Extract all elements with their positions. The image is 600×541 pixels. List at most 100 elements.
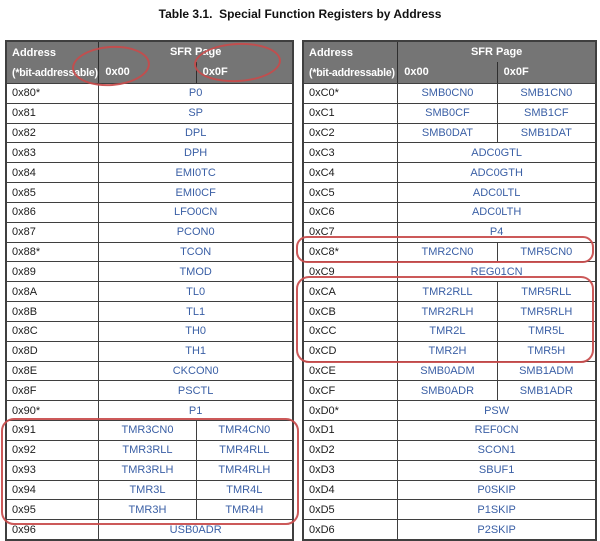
register-cell: REG01CN	[470, 265, 523, 278]
table-row: 0xCE SMB0ADM SMB1ADM	[304, 360, 595, 381]
address-cell: 0xCB	[304, 302, 399, 321]
address-cell: 0x94	[7, 480, 100, 500]
address-cell: 0xC6	[304, 202, 399, 222]
address-cell: 0xD5	[304, 500, 399, 520]
address-cell: 0xC0*	[304, 84, 399, 103]
table-row: 0xD0* PSW	[304, 400, 595, 421]
register-cell: REF0CN	[474, 424, 519, 437]
address-cell: 0x84	[7, 163, 100, 183]
table-title: Table 3.1. Special Function Registers by…	[158, 7, 442, 21]
register-cell: USB0ADR	[169, 523, 222, 536]
table-row: 0x80* P0	[7, 84, 292, 103]
register-cell: P4	[489, 226, 504, 239]
address-cell: 0x8C	[7, 321, 100, 341]
header-page-0x00-label: 0x00	[105, 66, 130, 78]
register-cell: TMR2L	[429, 325, 466, 338]
table-row: 0x85 EMI0CF	[7, 182, 292, 202]
address-cell: 0xCE	[304, 361, 399, 381]
table-row: 0xCA TMR2RLL TMR5RLL	[304, 281, 595, 302]
register-cell: P2SKIP	[477, 523, 516, 536]
header-sfr-page-label: SFR Page	[169, 46, 222, 58]
address-cell: 0xC5	[304, 183, 399, 202]
address-cell: 0x82	[7, 123, 100, 143]
register-cell: SMB1CF	[496, 103, 595, 123]
header-sfr-page-group: SFR Page 0x00 0x0F	[398, 42, 595, 83]
register-cell: TH1	[185, 345, 207, 358]
register-cell: SP	[188, 107, 203, 120]
table-row: 0xC2 SMB0DAT SMB1DAT	[304, 122, 595, 143]
address-cell: 0x8A	[7, 282, 100, 302]
table-row: 0x96 USB0ADR	[7, 519, 292, 539]
register-cell: ADC0LTL	[472, 186, 521, 199]
table-row: 0x8C TH0	[7, 320, 292, 341]
register-cell: LFO0CN	[173, 206, 218, 219]
table-row: 0xC3 ADC0GTL	[304, 142, 595, 163]
register-cell: ADC0GTH	[470, 166, 523, 179]
address-cell: 0x90*	[7, 401, 100, 421]
register-cell: TMR3RLH	[121, 464, 174, 477]
address-cell: 0x83	[7, 143, 100, 163]
table-row: 0xC4 ADC0GTH	[304, 162, 595, 183]
address-cell: 0x93	[7, 460, 100, 480]
register-cell: EMI0CF	[175, 186, 216, 199]
table-row: 0xC7 P4	[304, 221, 595, 242]
address-cell: 0x95	[7, 500, 100, 520]
register-cell: TMR3L	[129, 483, 166, 496]
address-cell: 0xC8*	[304, 242, 399, 262]
header-bit-addressable-note: (*bit-addressable)	[12, 67, 98, 79]
table-row: 0x84 EMI0TC	[7, 162, 292, 183]
table-row: 0x8A TL0	[7, 281, 292, 302]
register-cell: PCON0	[176, 226, 215, 239]
table-row: 0xD5 P1SKIP	[304, 499, 595, 520]
register-cell: TL1	[186, 305, 206, 318]
register-cell: TMR5L	[496, 321, 595, 341]
table-row: 0xCF SMB0ADR SMB1ADR	[304, 380, 595, 401]
table-row: 0xC8* TMR2CN0 TMR5CN0	[304, 241, 595, 262]
register-cell: TMR3H	[128, 503, 167, 516]
table-row: 0x95 TMR3H TMR4H	[7, 499, 292, 520]
table-row: 0x8B TL1	[7, 301, 292, 321]
register-cell: TMR3RLL	[122, 444, 173, 457]
table-row: 0x91 TMR3CN0 TMR4CN0	[7, 420, 292, 440]
register-cell: TCON	[180, 246, 212, 259]
register-cell: TMR2RLL	[422, 285, 473, 298]
address-cell: 0xCC	[304, 321, 399, 341]
register-cell: TH0	[185, 325, 207, 338]
register-cell: SMB0ADM	[420, 365, 475, 377]
header-address-label: Address	[12, 47, 57, 59]
table-row: 0x83 DPH	[7, 142, 292, 163]
register-cell: TMOD	[179, 265, 212, 278]
address-cell: 0xC3	[304, 143, 399, 163]
register-cell: P1SKIP	[477, 503, 516, 516]
register-cell: TMR5CN0	[496, 242, 595, 262]
header-sfr-page-columns: 0x00 0x0F	[398, 62, 595, 83]
register-cell: DPH	[184, 146, 208, 159]
table-row: 0x92 TMR3RLL TMR4RLL	[7, 439, 292, 460]
address-cell: 0x80*	[7, 84, 100, 103]
address-cell: 0x8D	[7, 341, 100, 361]
address-cell: 0x89	[7, 262, 100, 282]
register-cell: TMR5RLL	[496, 282, 595, 302]
register-cell: TL0	[186, 285, 206, 298]
table-row: 0xC1 SMB0CF SMB1CF	[304, 102, 595, 123]
table-row: 0x8D TH1	[7, 340, 292, 361]
register-cell: DPL	[184, 127, 207, 140]
table-row: 0x88* TCON	[7, 241, 292, 262]
register-cell: TMR4RLL	[195, 440, 292, 460]
address-cell: 0xD2	[304, 440, 399, 460]
register-cell: TMR5H	[496, 341, 595, 361]
header-address-cell: Address (*bit-addressable)	[304, 42, 399, 83]
table-row: 0xCB TMR2RLH TMR5RLH	[304, 301, 595, 321]
register-cell: SMB1ADM	[496, 361, 595, 381]
table-row: 0x89 TMOD	[7, 261, 292, 282]
register-cell: ADC0GTL	[471, 146, 522, 159]
address-cell: 0xC1	[304, 103, 399, 123]
register-cell: SMB1CN0	[496, 84, 595, 103]
register-cell: PSW	[484, 404, 510, 417]
address-cell: 0xC7	[304, 222, 399, 242]
register-cell: TMR4RLH	[195, 460, 292, 480]
table-body: 0x80* P0 0x81 SP 0x82 DPL 0x83 DPH 0x84 EMI0TC 0x8…	[7, 84, 292, 539]
table-row: 0x8E CKCON0	[7, 360, 292, 381]
header-page-0x0F-label: 0x0F	[496, 62, 595, 83]
address-cell: 0x86	[7, 202, 100, 222]
